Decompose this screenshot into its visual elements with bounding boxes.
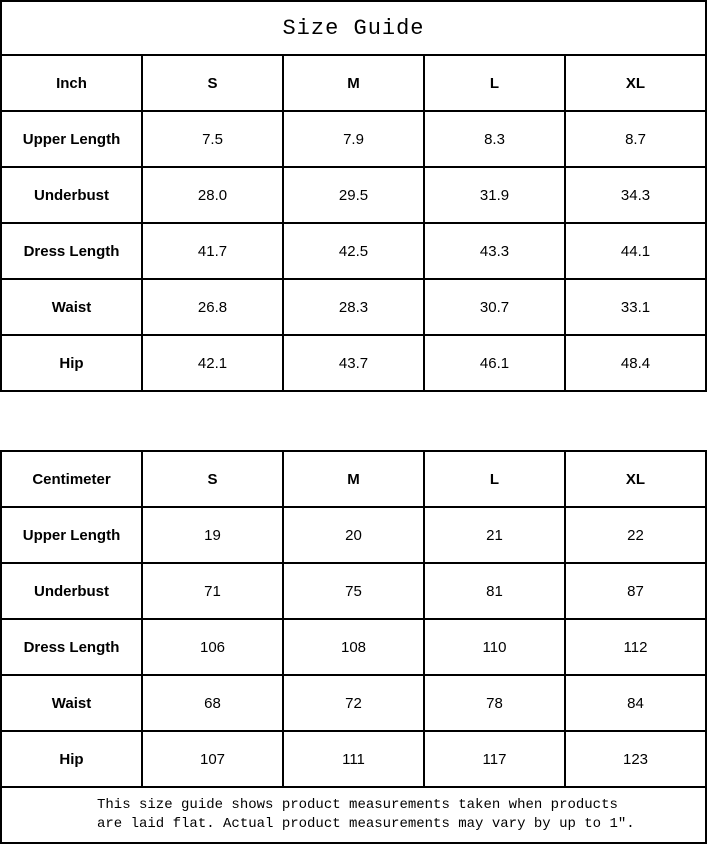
size-value: 28.3 [282, 278, 425, 336]
table-row: Underbust 71 75 81 87 [0, 562, 707, 620]
size-value: 22 [564, 506, 707, 564]
row-label: Dress Length [0, 618, 143, 676]
size-value: 42.5 [282, 222, 425, 280]
size-value: 44.1 [564, 222, 707, 280]
table-row: Dress Length 106 108 110 112 [0, 618, 707, 676]
size-value: 78 [423, 674, 566, 732]
size-col-header-xl: XL [564, 450, 707, 508]
size-value: 43.7 [282, 334, 425, 392]
disclaimer-line-2: are laid flat. Actual product measuremen… [97, 816, 635, 832]
size-value: 84 [564, 674, 707, 732]
size-value: 48.4 [564, 334, 707, 392]
table-row: Upper Length 7.5 7.9 8.3 8.7 [0, 110, 707, 168]
disclaimer-line-1: This size guide shows product measuremen… [97, 797, 618, 813]
size-value: 19 [141, 506, 284, 564]
size-col-header-m: M [282, 54, 425, 112]
table-header-row: Centimeter S M L XL [0, 450, 707, 508]
measurement-disclaimer: This size guide shows product measuremen… [0, 788, 707, 844]
inch-size-table: Inch S M L XL Upper Length 7.5 7.9 8.3 8… [0, 54, 707, 392]
size-value: 30.7 [423, 278, 566, 336]
table-row: Hip 107 111 117 123 [0, 730, 707, 788]
size-value: 117 [423, 730, 566, 788]
size-value: 8.7 [564, 110, 707, 168]
row-label: Hip [0, 334, 143, 392]
row-label: Waist [0, 674, 143, 732]
table-row: Waist 26.8 28.3 30.7 33.1 [0, 278, 707, 336]
size-value: 81 [423, 562, 566, 620]
size-value: 43.3 [423, 222, 566, 280]
row-label: Upper Length [0, 110, 143, 168]
size-value: 33.1 [564, 278, 707, 336]
table-row: Upper Length 19 20 21 22 [0, 506, 707, 564]
size-value: 41.7 [141, 222, 284, 280]
size-value: 31.9 [423, 166, 566, 224]
row-label: Dress Length [0, 222, 143, 280]
size-col-header-s: S [141, 450, 284, 508]
size-col-header-l: L [423, 54, 566, 112]
table-row: Hip 42.1 43.7 46.1 48.4 [0, 334, 707, 392]
row-label: Upper Length [0, 506, 143, 564]
size-value: 7.5 [141, 110, 284, 168]
size-value: 8.3 [423, 110, 566, 168]
size-col-header-l: L [423, 450, 566, 508]
unit-header-cell: Centimeter [0, 450, 143, 508]
page-title: Size Guide [0, 0, 707, 54]
table-gap-spacer [0, 392, 707, 450]
size-value: 110 [423, 618, 566, 676]
size-value: 42.1 [141, 334, 284, 392]
size-value: 34.3 [564, 166, 707, 224]
size-value: 112 [564, 618, 707, 676]
size-value: 75 [282, 562, 425, 620]
size-value: 7.9 [282, 110, 425, 168]
table-header-row: Inch S M L XL [0, 54, 707, 112]
size-value: 29.5 [282, 166, 425, 224]
unit-header-cell: Inch [0, 54, 143, 112]
size-col-header-m: M [282, 450, 425, 508]
size-value: 108 [282, 618, 425, 676]
centimeter-size-table: Centimeter S M L XL Upper Length 19 20 2… [0, 450, 707, 788]
size-value: 123 [564, 730, 707, 788]
size-value: 46.1 [423, 334, 566, 392]
row-label: Underbust [0, 166, 143, 224]
size-col-header-s: S [141, 54, 284, 112]
size-value: 72 [282, 674, 425, 732]
size-value: 21 [423, 506, 566, 564]
table-row: Waist 68 72 78 84 [0, 674, 707, 732]
size-col-header-xl: XL [564, 54, 707, 112]
row-label: Waist [0, 278, 143, 336]
size-value: 71 [141, 562, 284, 620]
size-value: 87 [564, 562, 707, 620]
size-value: 107 [141, 730, 284, 788]
size-value: 26.8 [141, 278, 284, 336]
row-label: Hip [0, 730, 143, 788]
size-value: 20 [282, 506, 425, 564]
row-label: Underbust [0, 562, 143, 620]
size-value: 28.0 [141, 166, 284, 224]
size-value: 111 [282, 730, 425, 788]
table-row: Underbust 28.0 29.5 31.9 34.3 [0, 166, 707, 224]
size-value: 106 [141, 618, 284, 676]
table-row: Dress Length 41.7 42.5 43.3 44.1 [0, 222, 707, 280]
size-value: 68 [141, 674, 284, 732]
